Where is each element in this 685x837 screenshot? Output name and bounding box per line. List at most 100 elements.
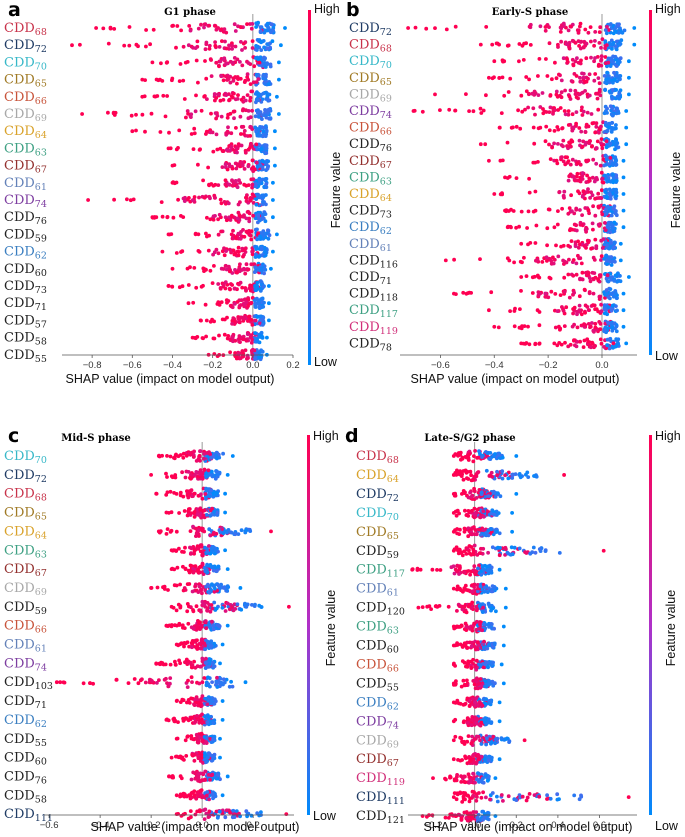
shap-point <box>70 43 74 48</box>
shap-point <box>181 78 186 83</box>
shap-point <box>604 176 609 181</box>
shap-point <box>180 470 185 475</box>
shap-point <box>502 93 507 98</box>
shap-point <box>234 166 239 171</box>
shap-point <box>603 28 608 32</box>
shap-point <box>275 232 279 237</box>
shap-point <box>556 209 560 214</box>
shap-point <box>227 162 232 167</box>
shap-point <box>228 148 232 153</box>
shap-point <box>526 242 530 247</box>
shap-point <box>580 194 585 199</box>
shap-point <box>244 108 248 113</box>
shap-point <box>204 334 209 339</box>
shap-point <box>533 241 538 245</box>
shap-point <box>205 790 210 794</box>
shap-point <box>215 685 220 689</box>
shap-point <box>552 225 557 230</box>
shap-point <box>229 131 234 136</box>
shap-point <box>212 319 217 324</box>
shap-point <box>80 112 84 116</box>
shap-point <box>254 142 259 147</box>
shap-point <box>169 567 174 571</box>
shap-point <box>263 219 268 224</box>
shap-point <box>264 128 269 133</box>
shap-point <box>475 507 480 512</box>
shap-point <box>469 478 474 483</box>
shap-point <box>202 25 206 30</box>
panel-title-d: Late-S/G2 phase <box>424 433 515 444</box>
shap-point <box>565 155 569 160</box>
shap-point <box>579 58 583 63</box>
shap-point <box>220 718 225 722</box>
shap-point <box>602 328 607 333</box>
shap-point <box>614 123 618 127</box>
shap-point <box>219 229 224 234</box>
feature-label: CDD58 <box>4 331 47 348</box>
shap-point <box>250 166 255 171</box>
shap-point <box>581 109 586 114</box>
shap-point <box>211 336 216 341</box>
shap-point <box>627 59 631 64</box>
shap-point <box>251 80 256 85</box>
shap-point <box>256 115 261 119</box>
feature-label: CDD60 <box>4 262 47 279</box>
shap-point <box>242 248 247 253</box>
shap-point <box>604 31 609 36</box>
shap-point <box>613 44 618 49</box>
shap-point <box>214 116 219 121</box>
shap-point <box>580 171 585 175</box>
shap-point <box>227 269 232 274</box>
shap-point <box>589 39 593 44</box>
shap-point <box>600 177 604 181</box>
shap-point <box>573 59 578 64</box>
shap-point <box>228 303 233 308</box>
shap-point <box>160 214 165 219</box>
shap-point <box>225 129 230 134</box>
shap-point <box>604 129 609 134</box>
shap-point <box>250 46 255 50</box>
shap-point <box>591 303 595 308</box>
shap-point <box>569 79 574 83</box>
shap-point <box>482 533 487 537</box>
shap-point <box>608 287 613 291</box>
shap-point <box>235 97 240 101</box>
shap-point <box>603 55 608 59</box>
shap-point <box>244 288 248 293</box>
shap-point <box>212 92 217 96</box>
shap-point <box>497 553 502 558</box>
shap-point <box>205 549 210 554</box>
feature-row-points <box>140 89 279 105</box>
shap-point <box>517 546 522 551</box>
shap-point <box>216 583 221 588</box>
shap-point <box>601 157 606 162</box>
shap-point <box>186 283 191 287</box>
feature-label: CDD62 <box>4 245 47 262</box>
shap-point <box>262 267 267 272</box>
feature-label: CDD61 <box>4 638 47 655</box>
shap-point <box>185 609 190 614</box>
shap-point <box>202 467 207 472</box>
shap-point <box>618 279 623 284</box>
shap-point <box>227 43 231 48</box>
shap-point <box>164 471 168 476</box>
shap-point <box>261 129 266 133</box>
shap-point <box>224 93 229 97</box>
shap-point <box>238 236 243 241</box>
feature-label: CDD120 <box>356 601 405 618</box>
shap-point <box>218 146 223 151</box>
shap-point <box>548 105 553 110</box>
feature-label: CDD73 <box>349 204 392 221</box>
shap-point <box>194 285 199 290</box>
colorbar-high-c: High <box>313 429 339 443</box>
feature-row-points <box>410 563 502 577</box>
shap-point <box>245 72 250 77</box>
shap-point <box>536 290 541 294</box>
shap-point <box>182 509 187 513</box>
shap-point <box>512 324 517 329</box>
shap-point <box>200 496 205 501</box>
shap-point <box>466 477 471 481</box>
shap-point <box>447 107 452 112</box>
shap-point <box>224 218 229 223</box>
shap-point <box>205 702 210 707</box>
